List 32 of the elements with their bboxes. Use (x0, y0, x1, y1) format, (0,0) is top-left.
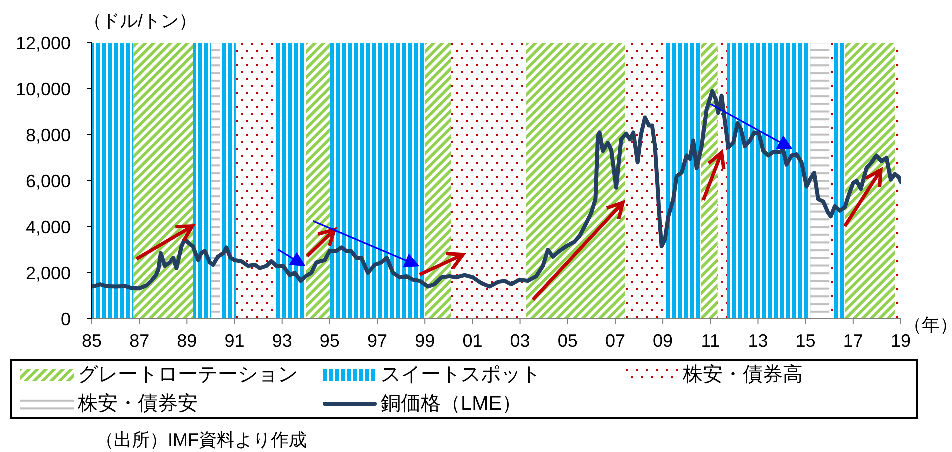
y-tick-label: 8,000 (26, 125, 71, 146)
legend-label: グレートローテーション (78, 363, 298, 388)
x-tick-label: 99 (415, 330, 436, 351)
x-tick-label: 09 (653, 330, 674, 351)
x-tick-label: 11 (701, 330, 720, 351)
x-tick-label: 07 (605, 330, 626, 351)
legend-label: 銅価格（LME） (381, 392, 522, 417)
x-tick-label: 93 (272, 330, 292, 351)
y-tick-label: 12,000 (16, 33, 71, 54)
y-tick-label: 2,000 (26, 263, 71, 284)
x-tick-label: 89 (177, 330, 198, 351)
line-series (92, 89, 901, 291)
legend-label: スイートスポット (381, 363, 541, 388)
y-tick-label: 10,000 (16, 79, 71, 100)
x-tick-label: 87 (130, 330, 150, 351)
y-tick-label: 0 (60, 309, 71, 330)
legend-label: 株安・債券高 (683, 363, 803, 388)
x-tick-label: 01 (462, 330, 483, 351)
y-tick-label: 6,000 (26, 171, 71, 192)
x-tick-label: 15 (796, 330, 816, 351)
x-tick-label: 05 (558, 330, 578, 351)
y-tick-label: 4,000 (26, 217, 71, 238)
x-tick-label: 17 (843, 330, 864, 351)
x-tick-label: 03 (510, 330, 530, 351)
x-tick-label: 95 (320, 330, 340, 351)
y-axis-title: （ドル/トン） (84, 10, 198, 33)
x-tick-label: 13 (748, 330, 768, 351)
text: （出所）IMF資料より作成 (96, 429, 307, 452)
x-tick-label: 91 (224, 330, 245, 351)
x-tick-label: 97 (368, 330, 388, 351)
x-tick-label: 85 (82, 330, 102, 351)
legend-label: 株安・債券安 (78, 392, 198, 417)
